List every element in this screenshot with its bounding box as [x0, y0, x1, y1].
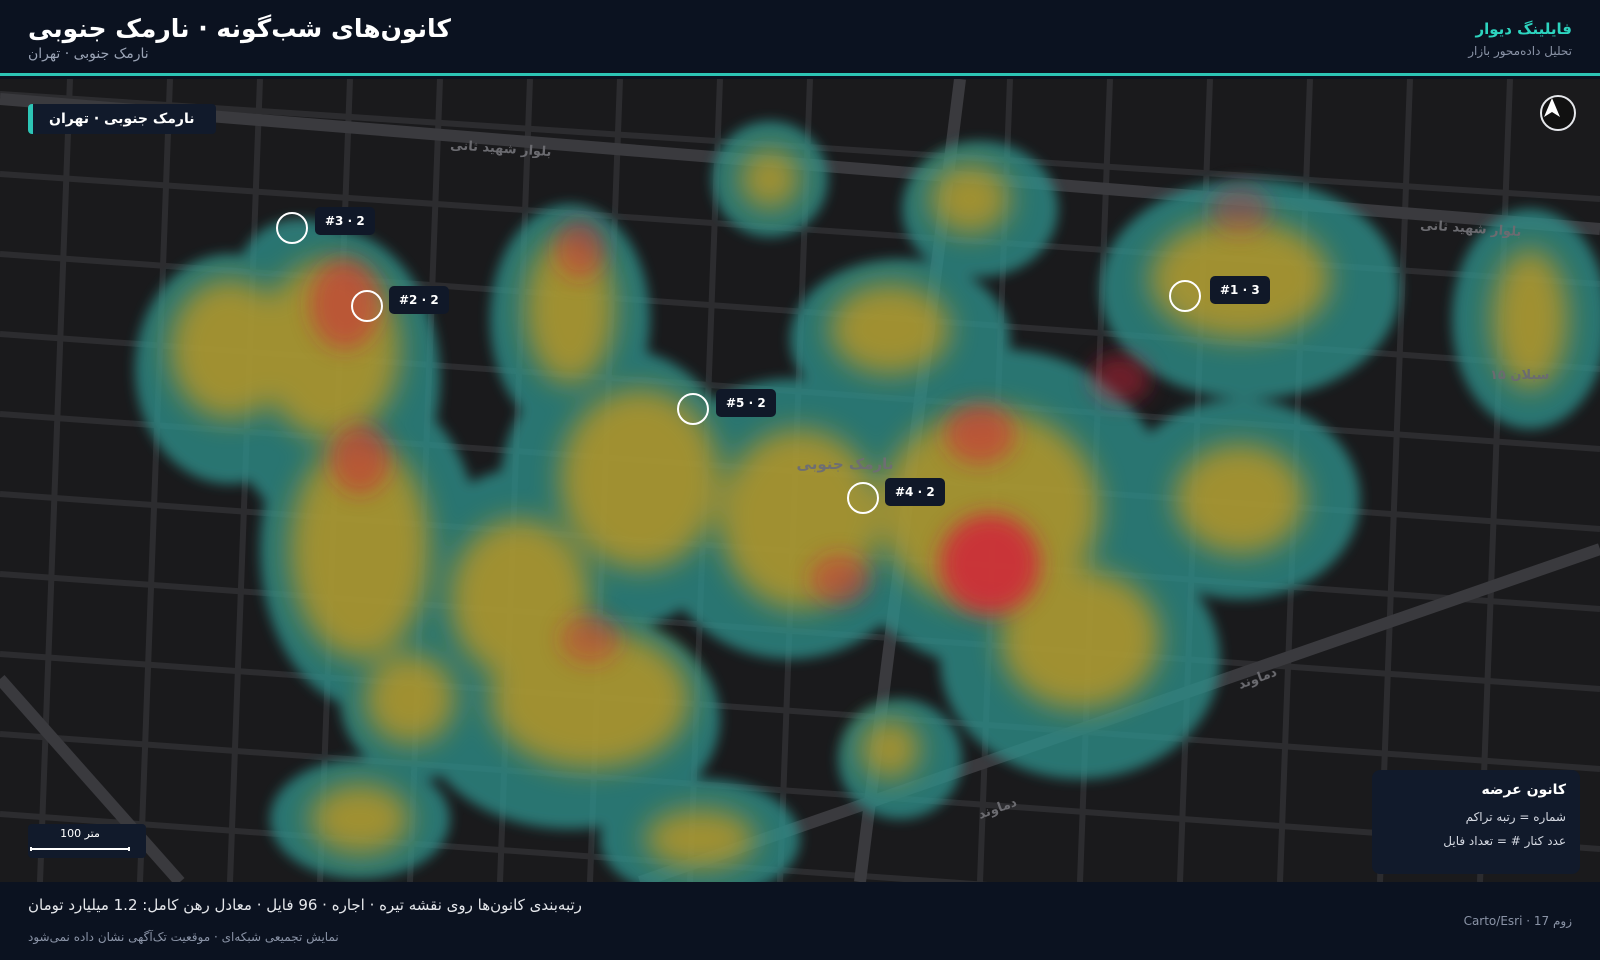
cluster-marker-2[interactable]	[351, 290, 383, 322]
footer-bar: رتبه‌بندی کانون‌ها روی نقشه تیره · اجاره…	[0, 882, 1600, 960]
neighborhood-label: نارمک جنوبی	[797, 455, 894, 473]
scale-label: 100 متر	[60, 827, 100, 840]
footer-note: نمایش تجمیعی شبکه‌ای · موقعیت تک‌آگهی نش…	[28, 930, 339, 944]
cluster-marker-1[interactable]	[1169, 280, 1201, 312]
cluster-label-1: #1 · 3	[1210, 276, 1270, 304]
footer-summary: رتبه‌بندی کانون‌ها روی نقشه تیره · اجاره…	[28, 896, 582, 914]
legend-title: کانون عرضه	[1481, 782, 1566, 798]
legend-row: عدد کنار # = تعداد فایل	[1443, 834, 1566, 848]
brand-name: فایلینگ دیوار	[1475, 20, 1572, 38]
legend-panel: کانون عرضه شماره = رتبه تراکم عدد کنار #…	[1372, 770, 1580, 874]
legend-row: شماره = رتبه تراکم	[1465, 810, 1566, 824]
scale-bar: 100 متر	[28, 824, 146, 858]
heat-hot-layer	[310, 184, 1270, 664]
street-label: بلوار شهید ثانی	[450, 138, 552, 160]
map-attribution: زوم 17 · Carto/Esri	[1463, 914, 1572, 928]
north-arrow-glyph	[1544, 98, 1560, 117]
map-canvas: بلوار شهید ثانی بلوار شهید ثانی دماوند د…	[0, 79, 1600, 882]
page-title: کانون‌های شب‌گونه · نارمک جنوبی	[28, 14, 451, 43]
page-subtitle: نارمک جنوبی · تهران	[28, 46, 149, 62]
brand-tagline: تحلیل داده‌محور بازار	[1468, 44, 1572, 58]
cluster-label-4: #4 · 2	[885, 478, 945, 506]
header-bar: کانون‌های شب‌گونه · نارمک جنوبی نارمک جن…	[0, 0, 1600, 76]
street-label: سبلان ۱۵	[1490, 368, 1549, 383]
location-chip: نارمک جنوبی · تهران	[28, 104, 217, 134]
cluster-marker-4[interactable]	[847, 482, 879, 514]
scale-line	[30, 847, 130, 851]
cluster-marker-5[interactable]	[677, 393, 709, 425]
cluster-label-5: #5 · 2	[716, 389, 776, 417]
cluster-marker-3[interactable]	[276, 212, 308, 244]
street-label: بلوار شهید ثانی	[1420, 218, 1522, 240]
heatmap-map[interactable]: بلوار شهید ثانی بلوار شهید ثانی دماوند د…	[0, 79, 1600, 882]
cluster-label-3: #3 · 2	[315, 207, 375, 235]
cluster-label-2: #2 · 2	[389, 286, 449, 314]
north-arrow-icon[interactable]	[1540, 95, 1576, 131]
